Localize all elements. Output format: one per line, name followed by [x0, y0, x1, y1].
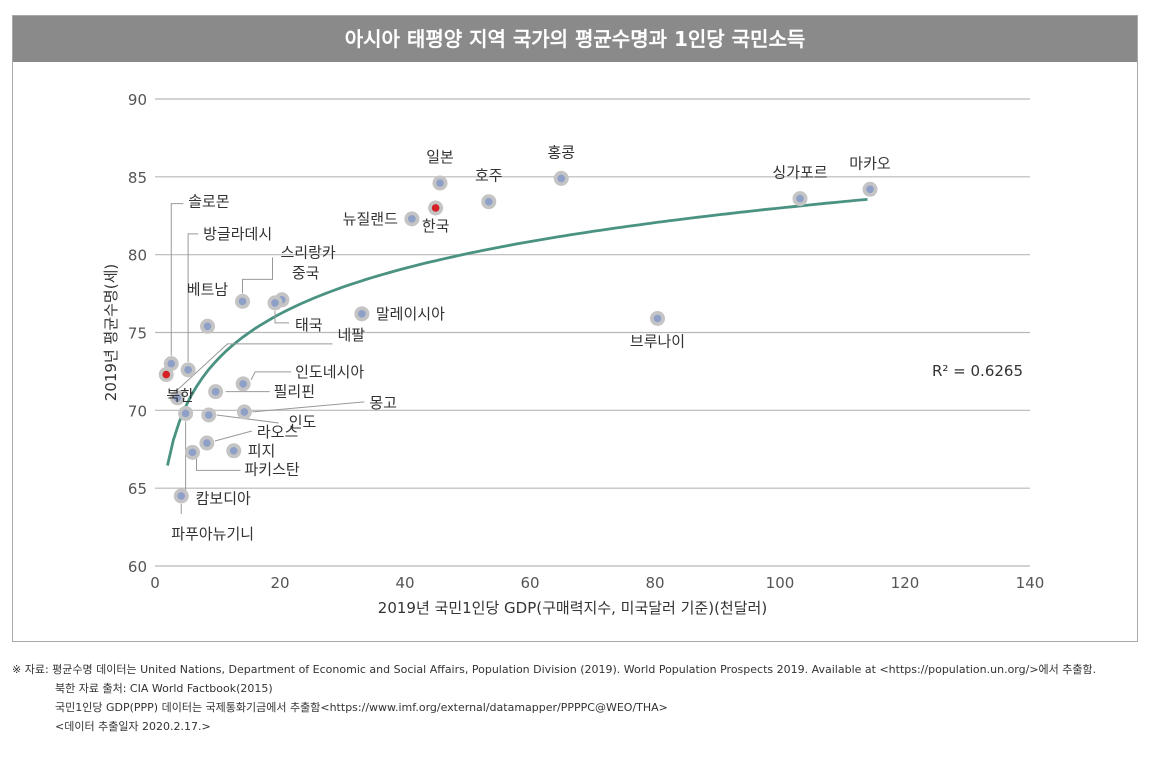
point-label: 마카오 [849, 154, 891, 172]
point-label: 일본 [426, 148, 454, 166]
data-point [177, 492, 186, 500]
leader-line [170, 203, 184, 356]
point-label: 중국 [292, 264, 320, 282]
point-label: 베트남 [187, 280, 229, 298]
y-tick-label: 60 [128, 558, 147, 576]
data-point [188, 448, 197, 457]
x-tick-label: 100 [766, 574, 795, 592]
leader-line [196, 458, 241, 471]
data-point [436, 179, 444, 187]
trend-line [166, 198, 868, 466]
data-point [796, 194, 804, 203]
leader-line [252, 401, 365, 413]
leader-line [214, 430, 253, 442]
data-point [229, 447, 238, 455]
point-label: 인도 [289, 413, 317, 431]
r-squared-label: R² = 0.6265 [932, 362, 1023, 380]
point-label: 인도네시아 [295, 363, 364, 381]
data-point [181, 409, 190, 418]
leader-line [187, 233, 199, 362]
note-line-3: 국민1인당 GDP(PPP) 데이터는 국제통화기금에서 추출함<https:/… [55, 701, 668, 714]
point-label: 태국 [295, 316, 323, 334]
data-point [358, 310, 366, 318]
point-label: 네팔 [338, 326, 366, 344]
data-point [162, 370, 171, 379]
leader-line [177, 343, 333, 391]
leader-line [250, 371, 292, 381]
data-point [167, 359, 176, 368]
y-tick-label: 65 [128, 480, 147, 498]
data-point [866, 185, 874, 194]
y-tick-label: 75 [128, 325, 147, 343]
x-tick-label: 80 [645, 574, 664, 592]
data-point [408, 215, 416, 223]
data-point [239, 380, 247, 388]
x-axis-label: 2019년 국민1인당 GDP(구매력지수, 미국달러 기준)(천달러) [378, 599, 767, 617]
point-label: 말레이시아 [376, 305, 445, 323]
point-label: 피지 [248, 442, 276, 460]
note-line-2: 북한 자료 출처: CIA World Factbook(2015) [55, 682, 273, 695]
source-notes: ※ 자료: 평균수명 데이터는 United Nations, Departme… [12, 660, 1152, 736]
data-point [240, 408, 249, 416]
chart-frame: 아시아 태평양 지역 국가의 평균수명과 1인당 국민소득 [12, 15, 1138, 642]
x-tick-label: 40 [395, 574, 414, 592]
data-point [271, 299, 279, 307]
point-label: 파푸아뉴기니 [171, 525, 254, 543]
data-point [203, 439, 211, 447]
data-point [484, 197, 493, 206]
y-axis-label: 2019년 평균수명(세) [102, 264, 120, 401]
x-tick-label: 20 [270, 574, 289, 592]
point-label: 파키스탄 [245, 460, 300, 478]
point-label: 브루나이 [630, 332, 685, 350]
point-label: 캄보디아 [196, 489, 251, 507]
point-label: 스리랑카 [281, 243, 336, 261]
y-tick-label: 85 [128, 169, 147, 187]
point-label: 홍콩 [547, 143, 575, 161]
point-label: 방글라데시 [203, 225, 272, 243]
leader-line [216, 414, 279, 424]
x-tick-label: 120 [891, 574, 920, 592]
point-label: 라오스 [257, 423, 299, 441]
x-tick-label: 0 [150, 574, 160, 592]
leader-line [274, 310, 289, 324]
scatter-chart: 60 65 70 75 80 85 90 0 20 40 60 80 100 120 140 2019년 국민… [102, 91, 1045, 617]
y-tick-label: 80 [128, 247, 147, 265]
chart-title: 아시아 태평양 지역 국가의 평균수명과 1인당 국민소득 [13, 16, 1137, 62]
data-point [431, 204, 440, 212]
y-tick-label: 70 [128, 402, 147, 420]
point-label: 한국 [422, 217, 450, 235]
point-label: 솔로몬 [188, 193, 229, 211]
leader-line [242, 257, 273, 294]
note-line-4: <데이터 추출일자 2020.2.17.> [55, 720, 211, 733]
data-point [203, 322, 212, 331]
data-point [238, 297, 247, 306]
data-point [204, 411, 213, 419]
data-point [557, 174, 566, 183]
point-label: 호주 [475, 167, 503, 185]
x-tick-label: 60 [520, 574, 539, 592]
note-line-1: ※ 자료: 평균수명 데이터는 United Nations, Departme… [12, 663, 1097, 676]
point-label: 싱가포르 [772, 164, 827, 182]
point-label: 뉴질랜드 [343, 210, 398, 228]
data-point [211, 387, 220, 396]
x-tick-label: 140 [1016, 574, 1045, 592]
data-point [173, 394, 182, 402]
point-label: 북한 [166, 387, 194, 405]
y-tick-label: 90 [128, 91, 147, 109]
point-label: 몽고 [369, 394, 397, 412]
data-point [184, 366, 192, 374]
data-point [653, 314, 662, 323]
point-label: 필리핀 [274, 383, 315, 401]
